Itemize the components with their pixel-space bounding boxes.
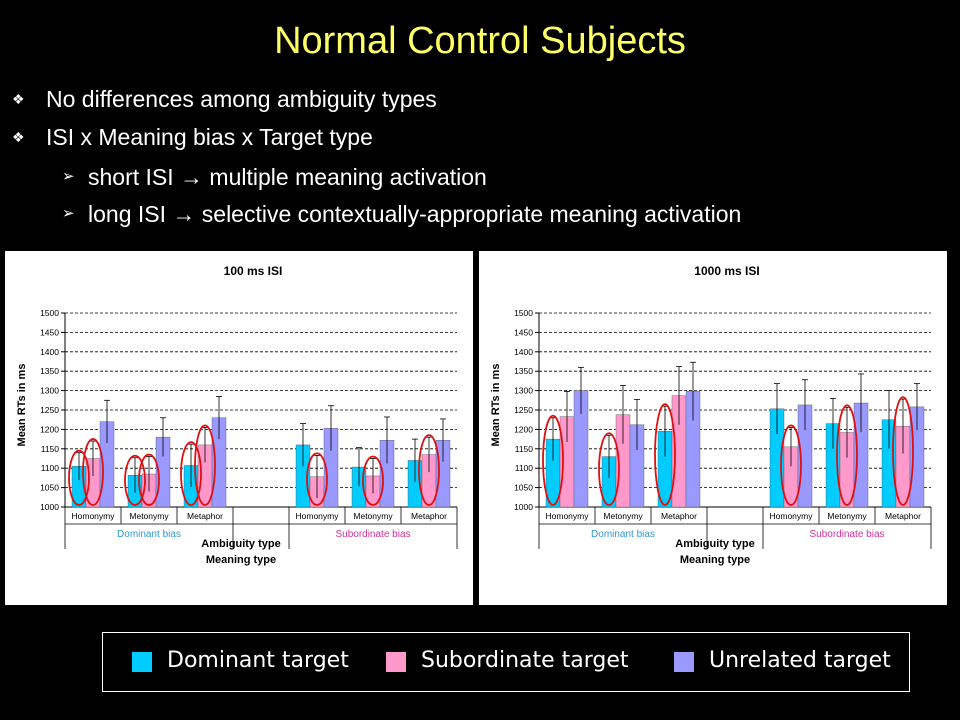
y-tick-label: 1350 [514,366,533,376]
y-tick-label: 1500 [40,308,59,318]
y-tick-label: 1500 [514,308,533,318]
legend-swatch [673,651,695,673]
y-tick-label: 1000 [40,502,59,512]
y-tick-label: 1450 [514,327,533,337]
subbullet-text: short ISI → multiple meaning activation [88,164,487,190]
chart-panel-100ms: 100 ms ISI 1000 1050 1100 1150 1200 1250 1300 13… [5,251,473,605]
legend-label: Dominant target [167,648,349,673]
y-tick-label: 1350 [40,366,59,376]
y-tick-label: 1300 [514,386,533,396]
y-tick-label: 1300 [40,386,59,396]
highlight-circle [180,441,202,506]
highlight-circle [542,414,564,506]
diamond-bullet-icon: ❖ [12,91,25,107]
x-axis-label: Ambiguity type [675,538,754,550]
slide-title: Normal Control Subjects [274,20,686,62]
legend: Dominant target Subordinate target Unrel… [102,632,910,692]
group-label: Dominant bias [117,529,181,540]
y-tick-label: 1400 [514,347,533,357]
subbullet-item: ➢ short ISI → multiple meaning activatio… [62,164,487,191]
bullet-text: ISI x Meaning bias x Target type [46,124,373,150]
highlight-circle [892,396,914,506]
highlight-circle [598,432,620,506]
category-label: Homonymy [72,511,116,521]
highlight-circle [418,434,440,506]
category-label: Metonymy [603,511,643,521]
highlight-circle [82,438,104,506]
y-axis-label: Mean RTs in ms [490,364,502,447]
y-tick-label: 1400 [40,347,59,357]
arrowhead-bullet-icon: ➢ [62,168,75,185]
y-tick-label: 1250 [514,405,533,415]
category-label: Metaphor [187,511,223,521]
bullet-text: No differences among ambiguity types [46,86,437,112]
legend-swatch [131,651,153,673]
category-label: Metaphor [411,511,447,521]
category-label: Metaphor [661,511,697,521]
y-tick-label: 1150 [515,444,534,454]
category-label: Metonymy [129,511,169,521]
x-axis-label-2: Meaning type [206,554,276,566]
x-axis-label: Ambiguity type [201,538,280,550]
highlight-circle [68,449,90,506]
highlight-circle [836,404,858,506]
bar-chart-100ms: 100 ms ISI 1000 1050 1100 1150 1200 1250 1300 13… [16,264,458,566]
bar-chart-1000ms: 1000 ms ISI 1000 1050 1100 1150 1200 1250 1300 1… [490,264,932,566]
legend-label: Unrelated target [709,648,891,673]
highlight-circle [362,455,384,506]
subbullet-text: long ISI → selective contextually-approp… [88,201,742,227]
y-axis-label: Mean RTs in ms [16,364,28,447]
chart-panel-1000ms: 1000 ms ISI 1000 1050 1100 1150 1200 1250 1300 1… [479,251,947,605]
subbullet-item: ➢ long ISI → selective contextually-appr… [62,201,742,228]
category-label: Metaphor [885,511,921,521]
y-tick-label: 1050 [40,483,59,493]
category-label: Metonymy [827,511,867,521]
category-label: Homonymy [296,511,340,521]
highlight-circle [306,452,328,506]
legend-swatch [385,651,407,673]
group-label: Subordinate bias [809,529,884,540]
y-tick-label: 1100 [515,463,534,473]
y-tick-label: 1050 [514,483,533,493]
highlight-circle [780,424,802,506]
highlight-circle [654,403,676,506]
category-label: Homonymy [770,511,814,521]
chart-title: 1000 ms ISI [694,264,759,278]
bullet-item: ❖ ISI x Meaning bias x Target type [12,124,373,151]
category-label: Homonymy [546,511,590,521]
highlight-circle [124,454,146,506]
group-label: Dominant bias [591,529,655,540]
category-label: Metonymy [353,511,393,521]
y-tick-label: 1200 [514,424,533,434]
legend-label: Subordinate target [421,648,629,673]
x-axis-label-2: Meaning type [680,554,750,566]
highlight-circle [194,424,216,506]
y-tick-label: 1100 [41,463,60,473]
chart-title: 100 ms ISI [224,264,283,278]
arrowhead-bullet-icon: ➢ [62,205,75,222]
group-label: Subordinate bias [335,529,410,540]
y-tick-label: 1450 [40,327,59,337]
bullet-item: ❖ No differences among ambiguity types [12,86,437,113]
y-tick-label: 1250 [40,405,59,415]
y-tick-label: 1150 [41,444,60,454]
y-tick-label: 1200 [40,424,59,434]
y-tick-label: 1000 [514,502,533,512]
diamond-bullet-icon: ❖ [12,129,25,145]
highlight-circle [138,453,160,506]
